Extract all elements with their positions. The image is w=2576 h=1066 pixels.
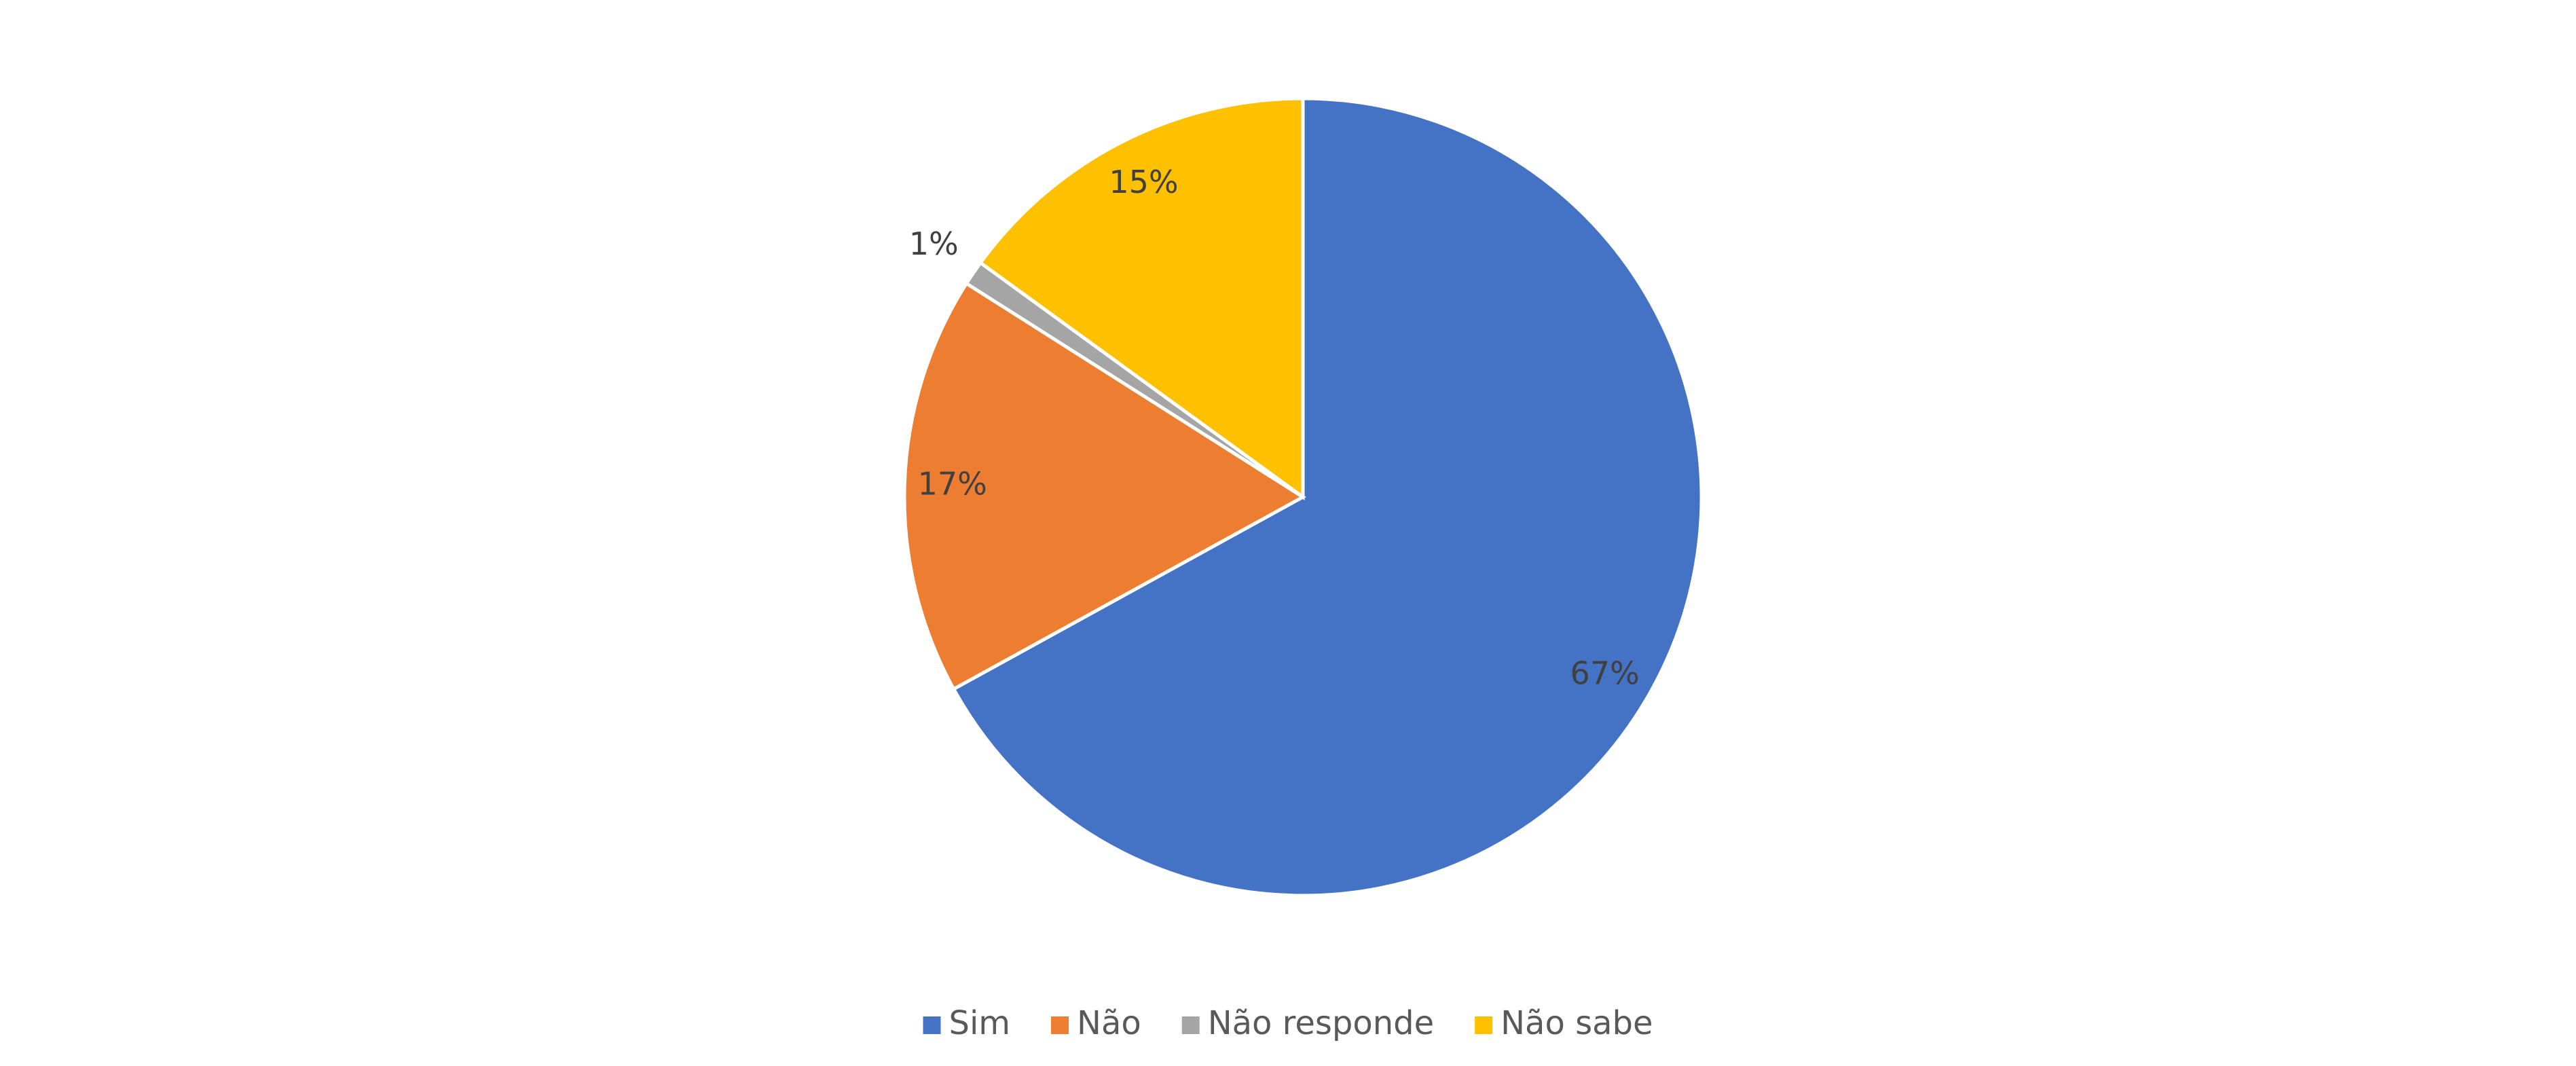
data-label: 1% [909,225,959,262]
legend-label: Não responde [1208,1004,1434,1042]
pie-slice [951,96,1704,898]
pie-slice [902,281,1306,692]
legend-marker [1181,1016,1200,1034]
legend-marker [1475,1016,1493,1034]
legend-marker [923,1016,941,1034]
legend-marker [1051,1016,1069,1034]
data-label: 67% [1570,655,1640,691]
data-label: 17% [918,465,987,502]
pie-slice [978,96,1305,500]
legend-label: Não sabe [1501,1004,1653,1042]
legend-label: Não [1077,1004,1141,1042]
legend-label: Sim [949,1004,1010,1042]
data-label: 15% [1109,164,1178,200]
